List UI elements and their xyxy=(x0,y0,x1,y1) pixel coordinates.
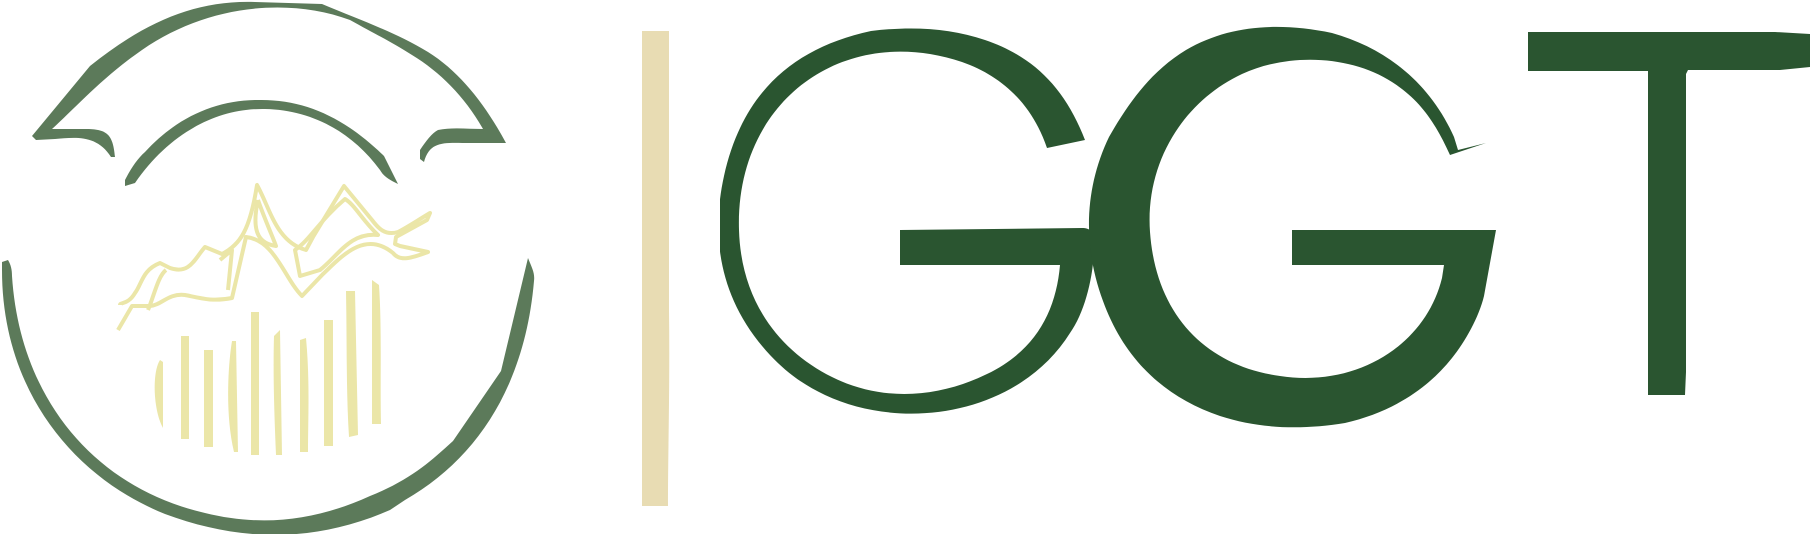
emblem-icon xyxy=(2,1,535,534)
letter-g-1 xyxy=(720,28,1094,414)
letter-g-2 xyxy=(1088,26,1496,428)
inner-arch xyxy=(125,99,398,186)
wordmark-ggt xyxy=(720,26,1810,428)
mountains xyxy=(116,183,432,332)
forest-bars xyxy=(154,280,381,455)
bottom-arc xyxy=(2,258,535,534)
top-arch-outer xyxy=(32,1,506,162)
letter-t xyxy=(1528,32,1810,395)
divider-bar xyxy=(642,31,670,506)
